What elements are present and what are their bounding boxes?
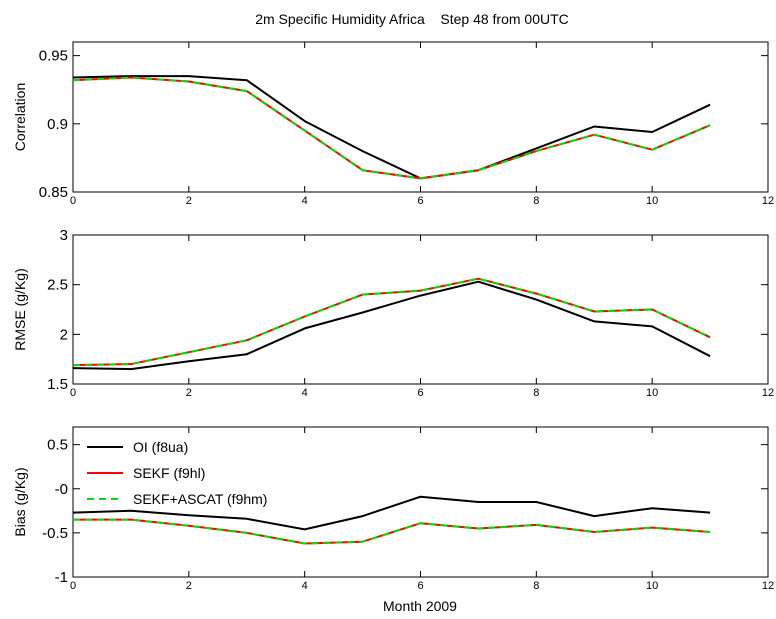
y-tick-label: 0.85 — [39, 184, 68, 201]
plot-frame — [72, 41, 769, 193]
series-line-1 — [72, 75, 711, 180]
series-line-3 — [72, 277, 711, 367]
x-tick-label: 8 — [533, 580, 539, 592]
x-tick-label: 0 — [70, 580, 76, 592]
y-tick-label: -0.5 — [42, 525, 68, 542]
x-tick-label: 2 — [186, 387, 192, 399]
chart-panel-3: 0 2 4 6 8 10 12 -1 -0.5 -0 0.5 Bias (g/Kg) OI (f8ua)… — [12, 426, 774, 592]
x-tick-label: 12 — [762, 195, 774, 207]
series-line-1 — [72, 280, 711, 371]
panels: 0 2 4 6 8 10 12 0.85 0.9 0.95 Correlation 0 2 4 6 8 10 12… — [12, 41, 774, 592]
series-line-2 — [72, 76, 711, 180]
series-line-2 — [73, 518, 711, 545]
plot-frame — [72, 234, 769, 385]
y-tick-label: 3 — [60, 227, 68, 244]
chart-panel-1: 0 2 4 6 8 10 12 0.85 0.9 0.95 Correlation — [12, 41, 774, 207]
y-tick-label: 0.95 — [39, 48, 68, 65]
x-tick-label: 10 — [646, 387, 658, 399]
y-tick-label: 1.5 — [47, 376, 68, 393]
x-tick-label: 4 — [302, 195, 308, 207]
legend-label: OI (f8ua) — [133, 439, 188, 455]
x-tick-label: 0 — [70, 387, 76, 399]
y-tick-label: -0 — [55, 481, 68, 498]
x-tick-label: 4 — [302, 387, 308, 399]
legend-bg — [85, 463, 245, 483]
y-tick-label: 2.5 — [47, 277, 68, 294]
x-axis-title: Month 2009 — [383, 598, 457, 614]
y-tick-label: 2 — [60, 326, 68, 343]
x-tick-label: 8 — [533, 195, 539, 207]
legend-bg — [85, 437, 245, 457]
legend: OI (f8ua) SEKF (f9hl) SEKF+ASCAT (f9hm) — [85, 437, 267, 509]
y-tick-label: 0.5 — [47, 437, 68, 454]
y-axis-title: Correlation — [12, 83, 28, 151]
x-tick-label: 6 — [417, 195, 423, 207]
legend-bg — [85, 489, 245, 509]
x-tick-label: 4 — [302, 580, 308, 592]
series-line-1 — [72, 495, 711, 531]
chart-panel-2: 0 2 4 6 8 10 12 1.5 2 2.5 3 RMSE (g/Kg) — [12, 227, 774, 399]
x-tick-label: 10 — [646, 195, 658, 207]
y-tick-label: -1 — [55, 569, 68, 586]
x-tick-label: 6 — [417, 387, 423, 399]
legend-label: SEKF (f9hl) — [133, 465, 205, 481]
x-tick-label: 2 — [186, 195, 192, 207]
x-tick-label: 8 — [533, 387, 539, 399]
x-tick-label: 0 — [70, 195, 76, 207]
x-tick-label: 2 — [186, 580, 192, 592]
x-tick-label: 10 — [646, 580, 658, 592]
y-axis-title: Bias (g/Kg) — [12, 467, 28, 536]
x-tick-label: 6 — [417, 580, 423, 592]
y-axis-title: RMSE (g/Kg) — [12, 268, 28, 350]
x-tick-label: 12 — [762, 580, 774, 592]
y-tick-label: 0.9 — [47, 116, 68, 133]
x-tick-label: 12 — [762, 387, 774, 399]
legend-label: SEKF+ASCAT (f9hm) — [133, 491, 267, 507]
figure-title: 2m Specific Humidity Africa Step 48 from… — [255, 11, 569, 27]
